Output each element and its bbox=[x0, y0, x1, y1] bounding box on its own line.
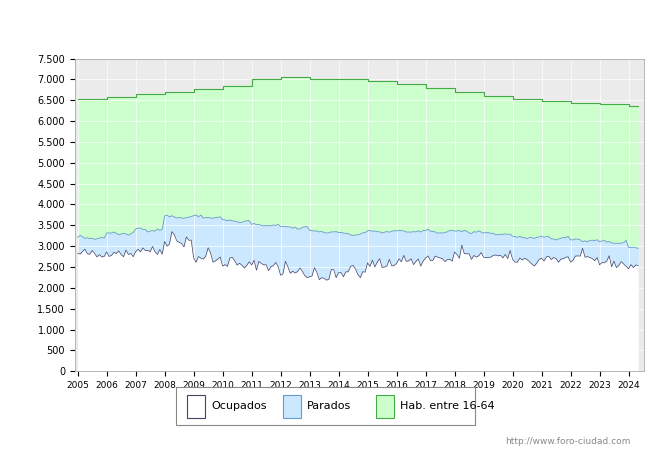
Bar bbox=[283, 395, 301, 418]
Text: Consuegra - Evolucion de la poblacion en edad de Trabajar Mayo de 2024: Consuegra - Evolucion de la poblacion en… bbox=[45, 18, 605, 31]
Text: Hab. entre 16-64: Hab. entre 16-64 bbox=[400, 401, 495, 411]
Text: Parados: Parados bbox=[307, 401, 351, 411]
Text: Ocupados: Ocupados bbox=[211, 401, 267, 411]
Bar bbox=[376, 395, 394, 418]
Bar bbox=[187, 395, 205, 418]
Text: http://www.foro-ciudad.com: http://www.foro-ciudad.com bbox=[505, 436, 630, 446]
